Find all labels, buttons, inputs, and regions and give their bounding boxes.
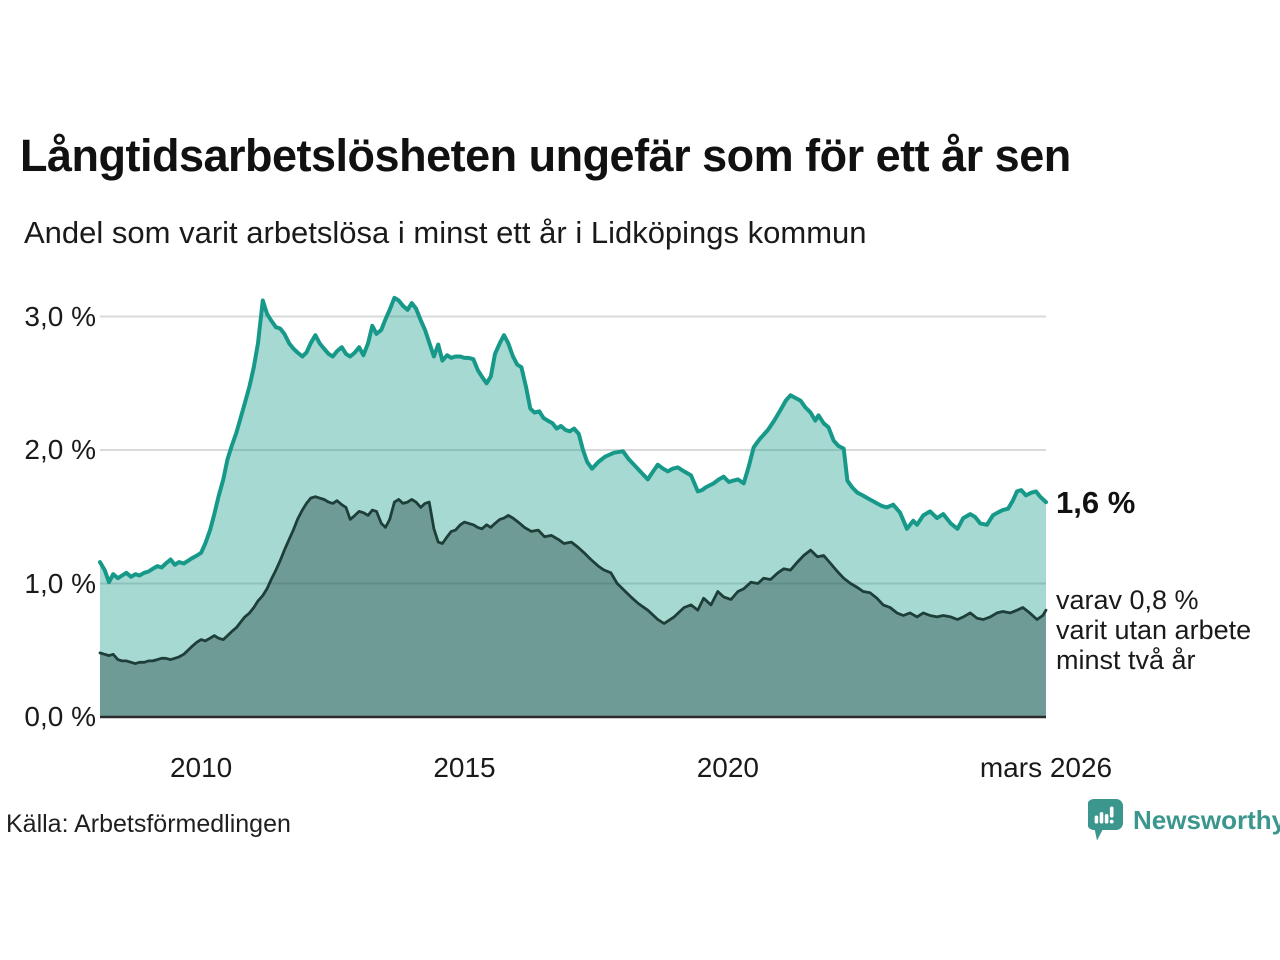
line-min-two-years [98,495,1048,665]
area-total-min-one-year [100,297,1046,717]
x-tick-label-2015: 2015 [433,752,496,783]
series-end-value-label: 1,6 % [1056,485,1136,521]
newsworthy-logo: Newsworthy [1088,799,1280,842]
page-title: Långtidsarbetslösheten ungefär som för e… [20,130,1071,181]
line-total-min-one-year [98,295,1048,585]
y-tick-label-1: 1,0 % [24,567,96,599]
y-tick-label-3: 3,0 % [24,300,96,332]
annotation-line: minst två år [1056,645,1196,675]
secondary-series-annotation: varav 0,8 % varit utan arbete minst två … [1056,585,1251,675]
chart-subtitle: Andel som varit arbetslösa i minst ett å… [24,215,867,250]
y-tick-label-2: 2,0 % [24,434,96,465]
x-tick-label-2010: 2010 [169,752,233,783]
source-credit: Källa: Arbetsförmedlingen [6,810,291,838]
annotation-line: varit utan arbete [1056,615,1252,645]
newsworthy-bubble-chart-icon [1088,799,1123,841]
x-tick-label-mars-2026: mars 2026 [979,752,1113,783]
y-tick-label-0: 0,0 % [24,701,96,732]
x-tick-label-2020: 2020 [696,752,759,783]
annotation-line: varav 0,8 % [1056,585,1199,615]
newsworthy-wordmark: Newsworthy [1133,805,1280,835]
